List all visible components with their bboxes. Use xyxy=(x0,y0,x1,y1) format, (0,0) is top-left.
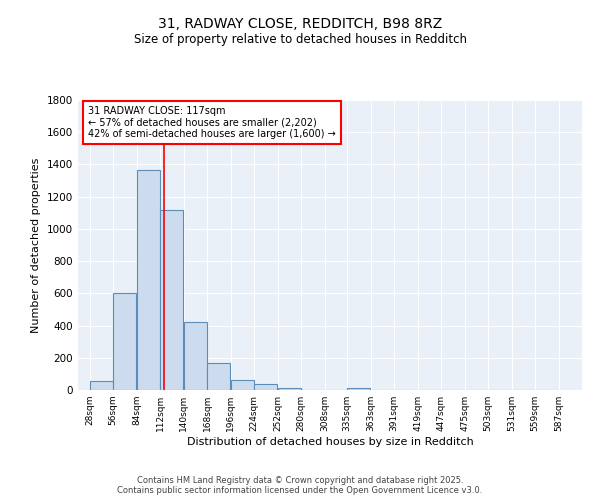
Bar xyxy=(184,322,207,390)
Bar xyxy=(160,210,184,390)
Bar xyxy=(208,362,230,390)
Text: 31 RADWAY CLOSE: 117sqm
← 57% of detached houses are smaller (2,202)
42% of semi: 31 RADWAY CLOSE: 117sqm ← 57% of detache… xyxy=(88,106,336,139)
Bar xyxy=(137,170,160,390)
Text: 31, RADWAY CLOSE, REDDITCH, B98 8RZ: 31, RADWAY CLOSE, REDDITCH, B98 8RZ xyxy=(158,18,442,32)
X-axis label: Distribution of detached houses by size in Redditch: Distribution of detached houses by size … xyxy=(187,437,473,447)
Text: Size of property relative to detached houses in Redditch: Size of property relative to detached ho… xyxy=(133,32,467,46)
Y-axis label: Number of detached properties: Number of detached properties xyxy=(31,158,41,332)
Bar xyxy=(254,384,277,390)
Text: Contains HM Land Registry data © Crown copyright and database right 2025.
Contai: Contains HM Land Registry data © Crown c… xyxy=(118,476,482,495)
Bar xyxy=(278,388,301,390)
Bar xyxy=(113,294,136,390)
Bar xyxy=(231,380,254,390)
Bar xyxy=(347,388,370,390)
Bar xyxy=(90,381,113,390)
